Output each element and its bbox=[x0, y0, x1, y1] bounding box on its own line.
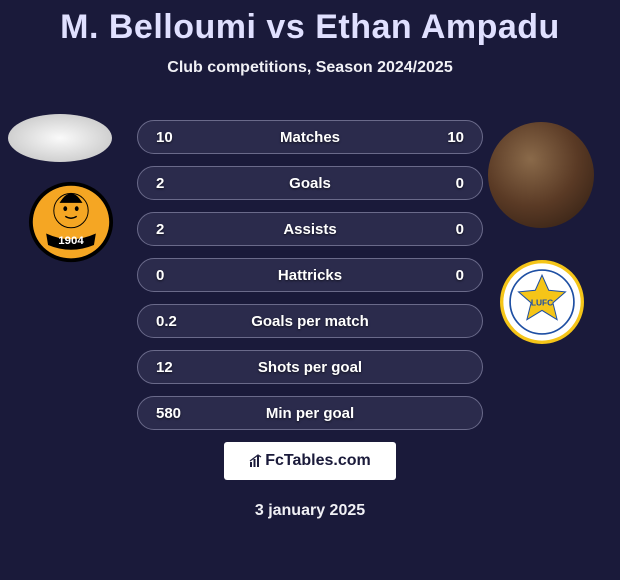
stat-left-value: 0 bbox=[156, 267, 196, 284]
stat-label: Goals bbox=[289, 175, 331, 192]
stat-row: 2 Goals 0 bbox=[137, 166, 483, 200]
stat-right-value: 0 bbox=[424, 175, 464, 192]
stat-label: Min per goal bbox=[266, 405, 354, 422]
stat-row: 0.2 Goals per match bbox=[137, 304, 483, 338]
stat-label: Shots per goal bbox=[258, 359, 362, 376]
fctables-logo[interactable]: FcTables.com bbox=[224, 442, 396, 480]
stat-right-value: 0 bbox=[424, 221, 464, 238]
stat-row: 0 Hattricks 0 bbox=[137, 258, 483, 292]
player-right-avatar bbox=[488, 122, 594, 228]
subtitle: Club competitions, Season 2024/2025 bbox=[0, 59, 620, 77]
footer: FcTables.com 3 january 2025 bbox=[0, 442, 620, 520]
page-title: M. Belloumi vs Ethan Ampadu bbox=[0, 8, 620, 47]
logo-text: FcTables.com bbox=[265, 452, 371, 470]
stat-row: 12 Shots per goal bbox=[137, 350, 483, 384]
date-text: 3 january 2025 bbox=[0, 502, 620, 520]
stat-label: Matches bbox=[280, 129, 340, 146]
stat-label: Assists bbox=[283, 221, 336, 238]
stat-row: 2 Assists 0 bbox=[137, 212, 483, 246]
stat-row: 10 Matches 10 bbox=[137, 120, 483, 154]
chart-icon bbox=[249, 454, 263, 468]
player-left-avatar bbox=[8, 114, 112, 162]
stat-left-value: 2 bbox=[156, 221, 196, 238]
svg-text:LUFC: LUFC bbox=[531, 297, 553, 307]
svg-text:1904: 1904 bbox=[58, 235, 84, 247]
stat-label: Goals per match bbox=[251, 313, 369, 330]
stat-right-value: 0 bbox=[424, 267, 464, 284]
stats-table: 10 Matches 10 2 Goals 0 2 Assists 0 0 Hattricks 0 0.… bbox=[137, 120, 483, 442]
club-left-badge: 1904 bbox=[22, 180, 120, 266]
club-right-badge: LUFC bbox=[500, 260, 584, 344]
stat-left-value: 580 bbox=[156, 405, 196, 422]
stat-left-value: 2 bbox=[156, 175, 196, 192]
stat-left-value: 12 bbox=[156, 359, 196, 376]
stat-left-value: 0.2 bbox=[156, 313, 196, 330]
stat-label: Hattricks bbox=[278, 267, 342, 284]
player-right-name: Ethan Ampadu bbox=[315, 8, 560, 46]
player-left-name: M. Belloumi bbox=[60, 8, 256, 46]
vs-text: vs bbox=[266, 8, 305, 46]
stat-row: 580 Min per goal bbox=[137, 396, 483, 430]
stat-right-value: 10 bbox=[424, 129, 464, 146]
comparison-card: M. Belloumi vs Ethan Ampadu Club competi… bbox=[0, 0, 620, 580]
stat-left-value: 10 bbox=[156, 129, 196, 146]
